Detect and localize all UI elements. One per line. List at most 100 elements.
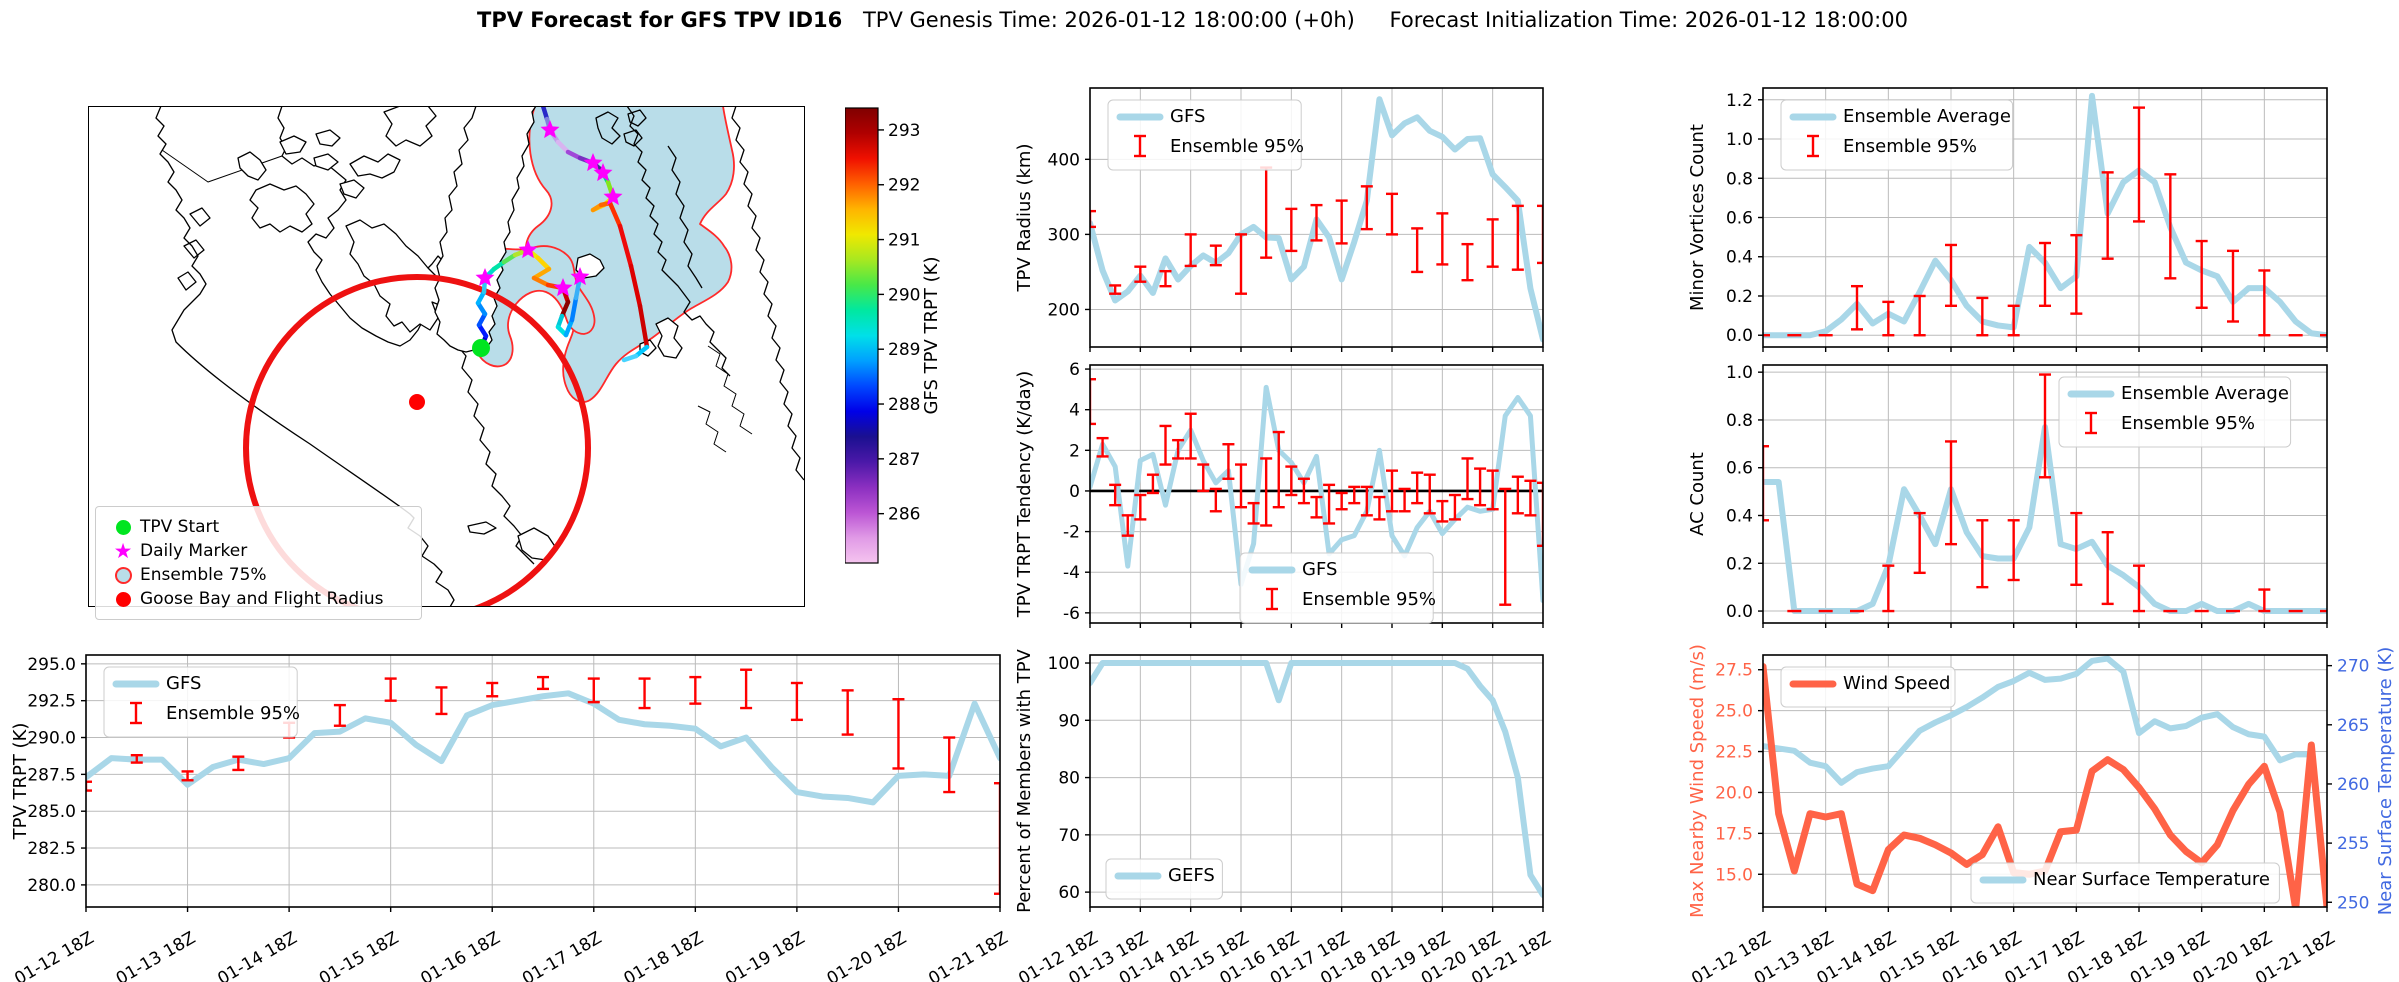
y-tick-label: 0.0	[1726, 326, 1753, 346]
figure-title-init: Forecast Initialization Time: 2026-01-12…	[1389, 8, 1908, 32]
y-tick-label: 0.0	[1726, 602, 1753, 622]
legend-label: Ensemble Average	[2121, 383, 2289, 404]
y2-tick-label: 270	[2337, 657, 2369, 677]
figure-title-genesis: TPV Genesis Time: 2026-01-12 18:00:00 (+…	[862, 8, 1355, 32]
figure-title: TPV Forecast for GFS TPV ID16 TPV Genesi…	[0, 8, 2399, 32]
chart-legend: Wind Speed	[1780, 666, 1956, 708]
x-tick-label: 01-12 18Z	[11, 928, 97, 982]
legend-label: GFS	[166, 673, 201, 694]
y-tick-label: 0.2	[1726, 287, 1753, 307]
chart-legend: Ensemble Average Ensemble 95%	[2058, 376, 2292, 448]
colorbar: 286 287 288 289 290 291 292 293 GFS TPV TRPT (K)	[845, 107, 942, 564]
tpv-track-segment	[531, 266, 552, 281]
daily-marker-star	[570, 267, 590, 286]
goose-bay-legend-icon	[106, 591, 140, 607]
y-tick-label: -4	[1063, 563, 1080, 583]
y-tick-label: 1.0	[1726, 130, 1753, 150]
errorbars	[1763, 373, 2327, 613]
y-tick-label: 0.4	[1726, 507, 1753, 527]
daily-marker-star	[603, 187, 623, 206]
gridlines	[1089, 655, 1544, 907]
errorbars	[1090, 166, 1543, 295]
y-axis-label: Percent of Members with TPV	[1014, 648, 1035, 912]
x-tick-label: 01-18 18Z	[621, 928, 707, 982]
legend-label: GEFS	[1168, 865, 1215, 886]
x-tick-label: 01-20 18Z	[824, 928, 910, 982]
series-GEFS	[1090, 660, 1543, 898]
y-tick-label: 6	[1069, 360, 1080, 380]
y-tick-label: 295.0	[27, 655, 76, 675]
y-tick-label: 90	[1058, 711, 1080, 731]
legend-label: Ensemble 95%	[2121, 413, 2255, 434]
colorbar-tick-label: 287	[888, 450, 920, 470]
colorbar-tick-label: 291	[888, 231, 920, 251]
x-tick-label: 01-14 18Z	[214, 928, 300, 982]
legend-label: Ensemble 95%	[1302, 589, 1436, 610]
y2-tick-label: 260	[2337, 775, 2369, 795]
tpv-track-segment	[563, 317, 575, 338]
y-tick-label: 282.5	[27, 839, 76, 859]
map-legend: TPV Start ★ Daily Marker Ensemble 75% Goose …	[95, 506, 422, 620]
errorbars	[1090, 378, 1543, 606]
y-axis-label: TPV TRPT (K)	[10, 723, 31, 841]
chart-legend: Near Surface Temperature	[1970, 862, 2280, 904]
colorbar-tick-label: 293	[888, 121, 920, 141]
legend-label: Ensemble 95%	[166, 703, 300, 724]
legend-label: GFS	[1302, 559, 1337, 580]
y-tick-label: 1.2	[1726, 91, 1753, 111]
map-legend-item: Goose Bay and Flight Radius	[106, 587, 411, 611]
errorbars	[1763, 106, 2327, 337]
y-tick-label: 17.5	[1715, 824, 1753, 844]
chart-legend: GFS Ensemble 95%	[1107, 99, 1304, 171]
chart-legend: GEFS	[1105, 858, 1223, 900]
y-axis-label: TPV Radius (km)	[1014, 144, 1035, 293]
axes-frame	[85, 654, 1001, 908]
y-tick-label: 0.8	[1726, 411, 1753, 431]
chart-legend: Ensemble Average Ensemble 95%	[1780, 99, 2014, 171]
axes-frame	[1762, 654, 2328, 908]
y-axis-label: Max Nearby Wind Speed (m/s)	[1687, 644, 1708, 918]
map-legend-item: Ensemble 75%	[106, 563, 411, 587]
map-legend-label: TPV Start	[140, 517, 220, 537]
legend-label: Wind Speed	[1843, 673, 1950, 694]
chart-svg-tendency: -6 -4 -2 0 2 4 6 TPV TRPT Tendency (K/day) GFS En…	[1014, 360, 1544, 628]
y2-tick-label: 265	[2337, 716, 2369, 736]
y-tick-label: 25.0	[1715, 702, 1753, 722]
tpv-track-segment	[569, 295, 579, 323]
y-tick-label: 22.5	[1715, 743, 1753, 763]
chart-legend: GFS Ensemble 95%	[103, 666, 300, 738]
tpv-track-segment	[555, 139, 571, 155]
tpv-track-segment	[535, 255, 552, 272]
colorbar-tick-label: 288	[888, 395, 920, 415]
map-legend-label: Daily Marker	[140, 541, 248, 561]
tpv-track-segment	[540, 106, 550, 122]
y-tick-label: 2	[1069, 441, 1080, 461]
map-legend-label: Ensemble 75%	[140, 565, 267, 585]
y-tick-label: -2	[1063, 523, 1080, 543]
y2-axis-label: Near Surface Temperature (K)	[2375, 647, 2396, 916]
series-Near Surface Temperature	[1763, 655, 2327, 903]
y-tick-label: 290.0	[27, 729, 76, 749]
y-tick-label: 0	[1069, 482, 1080, 502]
y-tick-label: 1.0	[1726, 363, 1753, 383]
tpv-start-marker	[472, 339, 490, 357]
axes-frame	[1089, 654, 1544, 908]
daily-marker-star	[540, 120, 560, 139]
legend-label: Ensemble 95%	[1170, 136, 1304, 157]
ensemble-75-legend-icon	[106, 566, 140, 584]
tpv-track-segment	[607, 200, 623, 229]
chart-svg-trpt: 01-12 18Z 01-13 18Z 01-14 18Z 01-15 18Z 01-1…	[10, 654, 1012, 982]
tpv-track-segment	[637, 303, 650, 350]
tpv-track-segment	[628, 263, 643, 309]
daily-marker-star	[518, 240, 538, 259]
figure-title-main: TPV Forecast for GFS TPV ID16	[477, 8, 843, 32]
series-GFS	[1090, 384, 1543, 604]
legend-label: GFS	[1170, 106, 1205, 127]
y-tick-label: 287.5	[27, 765, 76, 785]
axes-frame	[1089, 87, 1544, 348]
y-tick-label: 0.4	[1726, 248, 1753, 268]
tpv-track-segment	[621, 353, 639, 363]
y-axis-label: TPV TRPT Tendency (K/day)	[1014, 371, 1035, 619]
